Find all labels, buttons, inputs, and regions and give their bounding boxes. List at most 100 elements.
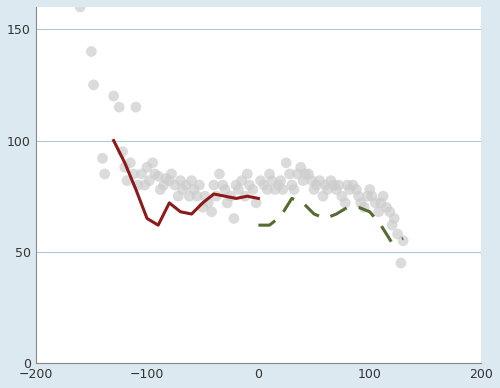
Point (154, 173, 162, 179)
Point (260, 182, 268, 188)
Point (246, 182, 254, 188)
Point (141, 182, 149, 188)
Point (188, 178, 196, 184)
Point (204, 200, 212, 206)
Point (100, 171, 108, 177)
Point (288, 182, 296, 188)
Point (360, 204, 368, 210)
Point (249, 186, 257, 192)
Point (346, 186, 354, 192)
Point (349, 182, 357, 188)
Point (168, 171, 175, 177)
Point (190, 186, 198, 192)
Point (178, 186, 186, 192)
Point (146, 178, 154, 184)
Point (126, 160, 134, 166)
Point (319, 193, 327, 199)
Point (148, 160, 156, 166)
Point (138, 171, 145, 177)
Point (216, 171, 224, 177)
Point (132, 104, 140, 110)
Point (232, 182, 240, 188)
Point (266, 171, 274, 177)
Point (377, 200, 385, 206)
Point (312, 182, 320, 188)
Point (234, 186, 242, 192)
Point (274, 182, 282, 188)
Point (368, 193, 376, 199)
Point (186, 193, 194, 199)
Point (324, 186, 332, 192)
Point (308, 178, 316, 184)
Point (121, 164, 129, 170)
Point (230, 215, 238, 222)
Point (332, 186, 340, 192)
Point (196, 182, 203, 188)
Point (193, 193, 201, 199)
Point (98, 155, 106, 161)
Point (174, 193, 182, 199)
Point (182, 182, 190, 188)
Point (130, 171, 138, 177)
Point (394, 231, 402, 237)
Point (388, 222, 396, 228)
Point (76, 4, 84, 10)
Point (294, 171, 302, 177)
Point (90, 82, 98, 88)
Point (256, 178, 264, 184)
Point (156, 186, 164, 192)
Point (118, 149, 126, 155)
Point (397, 260, 405, 266)
Point (115, 104, 123, 110)
Point (212, 193, 220, 199)
Point (201, 193, 209, 199)
Point (221, 186, 229, 192)
Point (244, 171, 252, 177)
Point (264, 186, 272, 192)
Point (241, 193, 249, 199)
Point (310, 186, 318, 192)
Point (372, 200, 380, 206)
Point (316, 178, 324, 184)
Point (279, 186, 287, 192)
Point (210, 182, 218, 188)
Point (357, 200, 365, 206)
Point (374, 209, 382, 215)
Point (223, 200, 231, 206)
Point (282, 160, 290, 166)
Point (379, 193, 387, 199)
Point (327, 178, 335, 184)
Point (382, 204, 390, 210)
Point (399, 237, 407, 244)
Point (286, 171, 294, 177)
Point (296, 164, 304, 170)
Point (386, 209, 394, 215)
Point (299, 178, 307, 184)
Point (276, 178, 284, 184)
Point (151, 171, 159, 177)
Point (198, 204, 206, 210)
Point (342, 200, 349, 206)
Point (252, 200, 260, 206)
Point (219, 182, 227, 188)
Point (366, 186, 374, 192)
Point (354, 193, 362, 199)
Point (166, 178, 173, 184)
Point (208, 209, 216, 215)
Point (160, 182, 168, 188)
Point (268, 178, 276, 184)
Point (321, 182, 329, 188)
Point (352, 186, 360, 192)
Point (364, 193, 372, 199)
Point (226, 193, 234, 199)
Point (390, 215, 398, 222)
Point (110, 93, 118, 99)
Point (338, 193, 346, 199)
Point (304, 171, 312, 177)
Point (176, 178, 184, 184)
Point (301, 171, 309, 177)
Point (143, 164, 151, 170)
Point (334, 182, 342, 188)
Point (271, 186, 279, 192)
Point (134, 182, 142, 188)
